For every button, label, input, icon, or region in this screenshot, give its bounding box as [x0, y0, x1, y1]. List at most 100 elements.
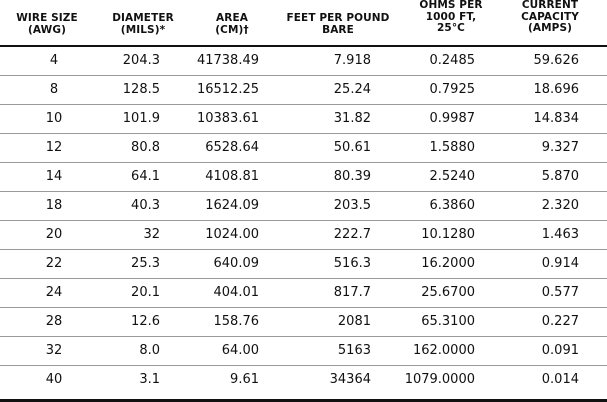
header-current-capacity-line: CAPACITY: [521, 10, 579, 23]
table-row: 32 8.0 64.00 5163 162.0000 0.091: [0, 337, 607, 366]
header-wire-size-line: (AWG): [28, 23, 66, 36]
table-body: 4 204.3 41738.49 7.918 0.2485 59.626 8 1…: [0, 47, 607, 397]
cell-awg: 32: [45, 343, 63, 358]
header-divider: [0, 45, 607, 47]
cell-area: 6528.64: [205, 140, 259, 155]
cell-area: 1024.00: [205, 227, 259, 242]
table-row: 10 101.9 10383.61 31.82 0.9987 14.834: [0, 105, 607, 134]
header-ohms-line: 1000 FT,: [425, 10, 477, 23]
cell-ohms: 16.2000: [421, 256, 475, 271]
cell-feet: 34364: [329, 372, 371, 387]
cell-amps: 0.091: [541, 343, 579, 358]
cell-ohms: 10.1280: [421, 227, 475, 242]
cell-ohms: 0.9987: [429, 111, 476, 126]
header-area-line: AREA: [216, 12, 248, 24]
header-area-line: (CM)†: [215, 23, 249, 36]
cell-diameter: 80.8: [131, 140, 160, 155]
header-feet-per-pound-line: FEET PER POUND: [286, 12, 390, 24]
cell-diameter: 8.0: [139, 343, 160, 358]
cell-awg: 14: [45, 169, 63, 184]
cell-amps: 2.320: [541, 198, 579, 213]
table-row: 12 80.8 6528.64 50.61 1.5880 9.327: [0, 134, 607, 163]
cell-awg: 18: [45, 198, 63, 213]
cell-awg: 40: [45, 372, 63, 387]
cell-ohms: 0.7925: [429, 82, 476, 97]
cell-diameter: 12.6: [131, 314, 160, 329]
cell-area: 41738.49: [196, 53, 259, 68]
header-current-capacity-line: CURRENT: [521, 0, 579, 11]
cell-amps: 0.914: [541, 256, 579, 271]
cell-feet: 50.61: [333, 140, 371, 155]
table-row: 18 40.3 1624.09 203.5 6.3860 2.320: [0, 192, 607, 221]
cell-area: 64.00: [221, 343, 259, 358]
header-wire-size: WIRE SIZE (AWG): [16, 0, 78, 56]
cell-amps: 0.227: [541, 314, 579, 329]
header-area: AREA (CM)†: [208, 0, 256, 56]
cell-ohms: 65.3100: [421, 314, 475, 329]
cell-awg: 24: [45, 285, 63, 300]
table-row: 40 3.1 9.61 34364 1079.0000 0.014: [0, 366, 607, 397]
cell-feet: 817.7: [333, 285, 371, 300]
cell-diameter: 40.3: [131, 198, 160, 213]
cell-amps: 0.014: [541, 372, 579, 387]
cell-amps: 0.577: [541, 285, 579, 300]
header-current-capacity-line: (AMPS): [527, 22, 573, 34]
cell-diameter: 64.1: [131, 169, 160, 184]
table-row: 8 128.5 16512.25 25.24 0.7925 18.696: [0, 76, 607, 105]
table-row: 14 64.1 4108.81 80.39 2.5240 5.870: [0, 163, 607, 192]
cell-amps: 1.463: [541, 227, 579, 242]
cell-feet: 203.5: [333, 198, 371, 213]
cell-diameter: 20.1: [131, 285, 160, 300]
cell-diameter: 204.3: [122, 53, 160, 68]
cell-feet: 25.24: [333, 82, 371, 97]
cell-feet: 31.82: [333, 111, 371, 126]
table-row: 4 204.3 41738.49 7.918 0.2485 59.626: [0, 47, 607, 76]
cell-ohms: 25.6700: [421, 285, 475, 300]
cell-area: 16512.25: [196, 82, 259, 97]
header-diameter-line: (MILS)*: [120, 23, 166, 36]
cell-awg: 20: [45, 227, 63, 242]
cell-awg: 12: [45, 140, 63, 155]
header-wire-size-line: WIRE SIZE: [16, 12, 78, 24]
cell-ohms: 162.0000: [412, 343, 475, 358]
header-ohms-line: OHMS PER: [419, 0, 483, 11]
cell-amps: 18.696: [533, 82, 580, 97]
table-header: WIRE SIZE (AWG) DIAMETER (MILS)* AREA (C…: [0, 0, 607, 43]
cell-feet: 2081: [337, 314, 371, 329]
cell-area: 10383.61: [196, 111, 259, 126]
cell-diameter: 3.1: [139, 372, 160, 387]
cell-feet: 5163: [337, 343, 371, 358]
table-row: 22 25.3 640.09 516.3 16.2000 0.914: [0, 250, 607, 279]
cell-diameter: 32: [143, 227, 160, 242]
bottom-rule: [0, 399, 607, 402]
header-diameter: DIAMETER (MILS)*: [107, 0, 179, 56]
table-row: 28 12.6 158.76 2081 65.3100 0.227: [0, 308, 607, 337]
cell-awg: 8: [49, 82, 59, 97]
cell-area: 4108.81: [205, 169, 259, 184]
cell-amps: 9.327: [541, 140, 579, 155]
header-current-capacity: CURRENT CAPACITY (AMPS): [517, 0, 583, 43]
table-row: 20 32 1024.00 222.7 10.1280 1.463: [0, 221, 607, 250]
cell-amps: 14.834: [533, 111, 580, 126]
cell-awg: 4: [49, 53, 59, 68]
cell-area: 1624.09: [205, 198, 259, 213]
cell-feet: 80.39: [333, 169, 371, 184]
cell-ohms: 1079.0000: [404, 372, 475, 387]
header-ohms-line: 25°C: [437, 22, 465, 34]
cell-area: 9.61: [230, 372, 259, 387]
cell-amps: 59.626: [533, 53, 580, 68]
cell-diameter: 128.5: [122, 82, 160, 97]
cell-feet: 222.7: [333, 227, 371, 242]
cell-awg: 10: [45, 111, 63, 126]
cell-awg: 28: [45, 314, 63, 329]
cell-feet: 516.3: [333, 256, 371, 271]
cell-diameter: 25.3: [131, 256, 160, 271]
cell-ohms: 6.3860: [429, 198, 476, 213]
cell-ohms: 0.2485: [429, 53, 476, 68]
cell-awg: 22: [45, 256, 63, 271]
cell-diameter: 101.9: [122, 111, 160, 126]
cell-ohms: 2.5240: [429, 169, 476, 184]
cell-area: 158.76: [213, 314, 260, 329]
header-feet-per-pound: FEET PER POUND BARE: [283, 0, 393, 56]
